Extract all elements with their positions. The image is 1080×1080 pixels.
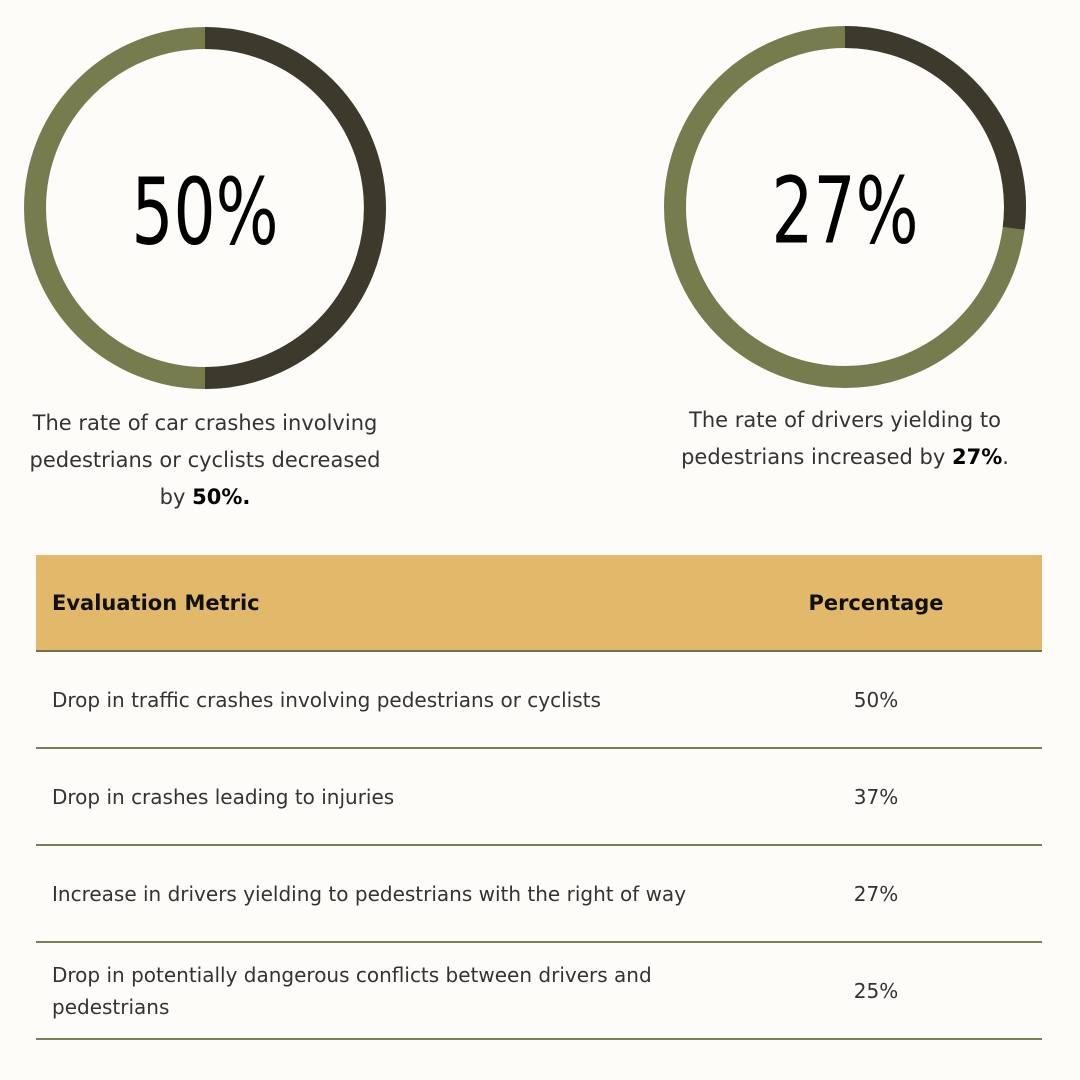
table-cell: Increase in drivers yielding to pedestri… [36,845,710,943]
header-cell: Evaluation Metric [36,555,710,652]
caption-text: The rate of car crashes involving pedest… [29,411,381,509]
table-row: Increase in drivers yielding to pedestri… [36,845,1042,943]
caption-bold: 27% [951,445,1003,469]
metrics-table: Evaluation Metric Percentage Drop in tra… [36,555,1042,1040]
donut-charts: 50% 27% [24,26,1026,389]
caption-after: . [1002,445,1009,469]
table-cell: 25% [710,942,1042,1040]
table-cell: Drop in crashes leading to injuries [36,748,710,846]
donut-arc [844,26,1026,230]
caption: The rate of car crashes involving pedest… [25,405,385,516]
header-row: Evaluation Metric Percentage [36,555,1042,652]
caption-bold: 50%. [192,485,251,509]
table-cell: Drop in potentially dangerous conflicts … [36,942,710,1040]
center-label: 27% [771,158,918,265]
table-row: Drop in traffic crashes involving pedest… [36,651,1042,749]
center-label: 50% [131,159,278,266]
table-cell: 37% [710,748,1042,846]
caption: The rate of drivers yielding to pedestri… [665,402,1025,476]
table-cell: Drop in traffic crashes involving pedest… [36,651,710,749]
table-cell: 50% [710,651,1042,749]
donut-arc [204,27,386,389]
table-cell: 27% [710,845,1042,943]
caption-text: The rate of drivers yielding to pedestri… [681,408,1001,469]
table-row: Drop in crashes leading to injuries 37% [36,748,1042,846]
header-cell: Percentage [710,555,1042,652]
table-row: Drop in potentially dangerous conflicts … [36,942,1042,1040]
